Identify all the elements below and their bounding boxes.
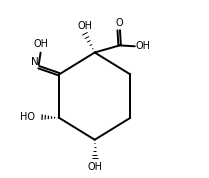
Text: O: O xyxy=(115,18,123,28)
Text: N: N xyxy=(31,57,38,67)
Text: OH: OH xyxy=(34,39,49,49)
Text: OH: OH xyxy=(77,21,92,31)
Text: HO: HO xyxy=(20,112,35,122)
Text: OH: OH xyxy=(87,162,102,172)
Text: OH: OH xyxy=(136,41,151,51)
